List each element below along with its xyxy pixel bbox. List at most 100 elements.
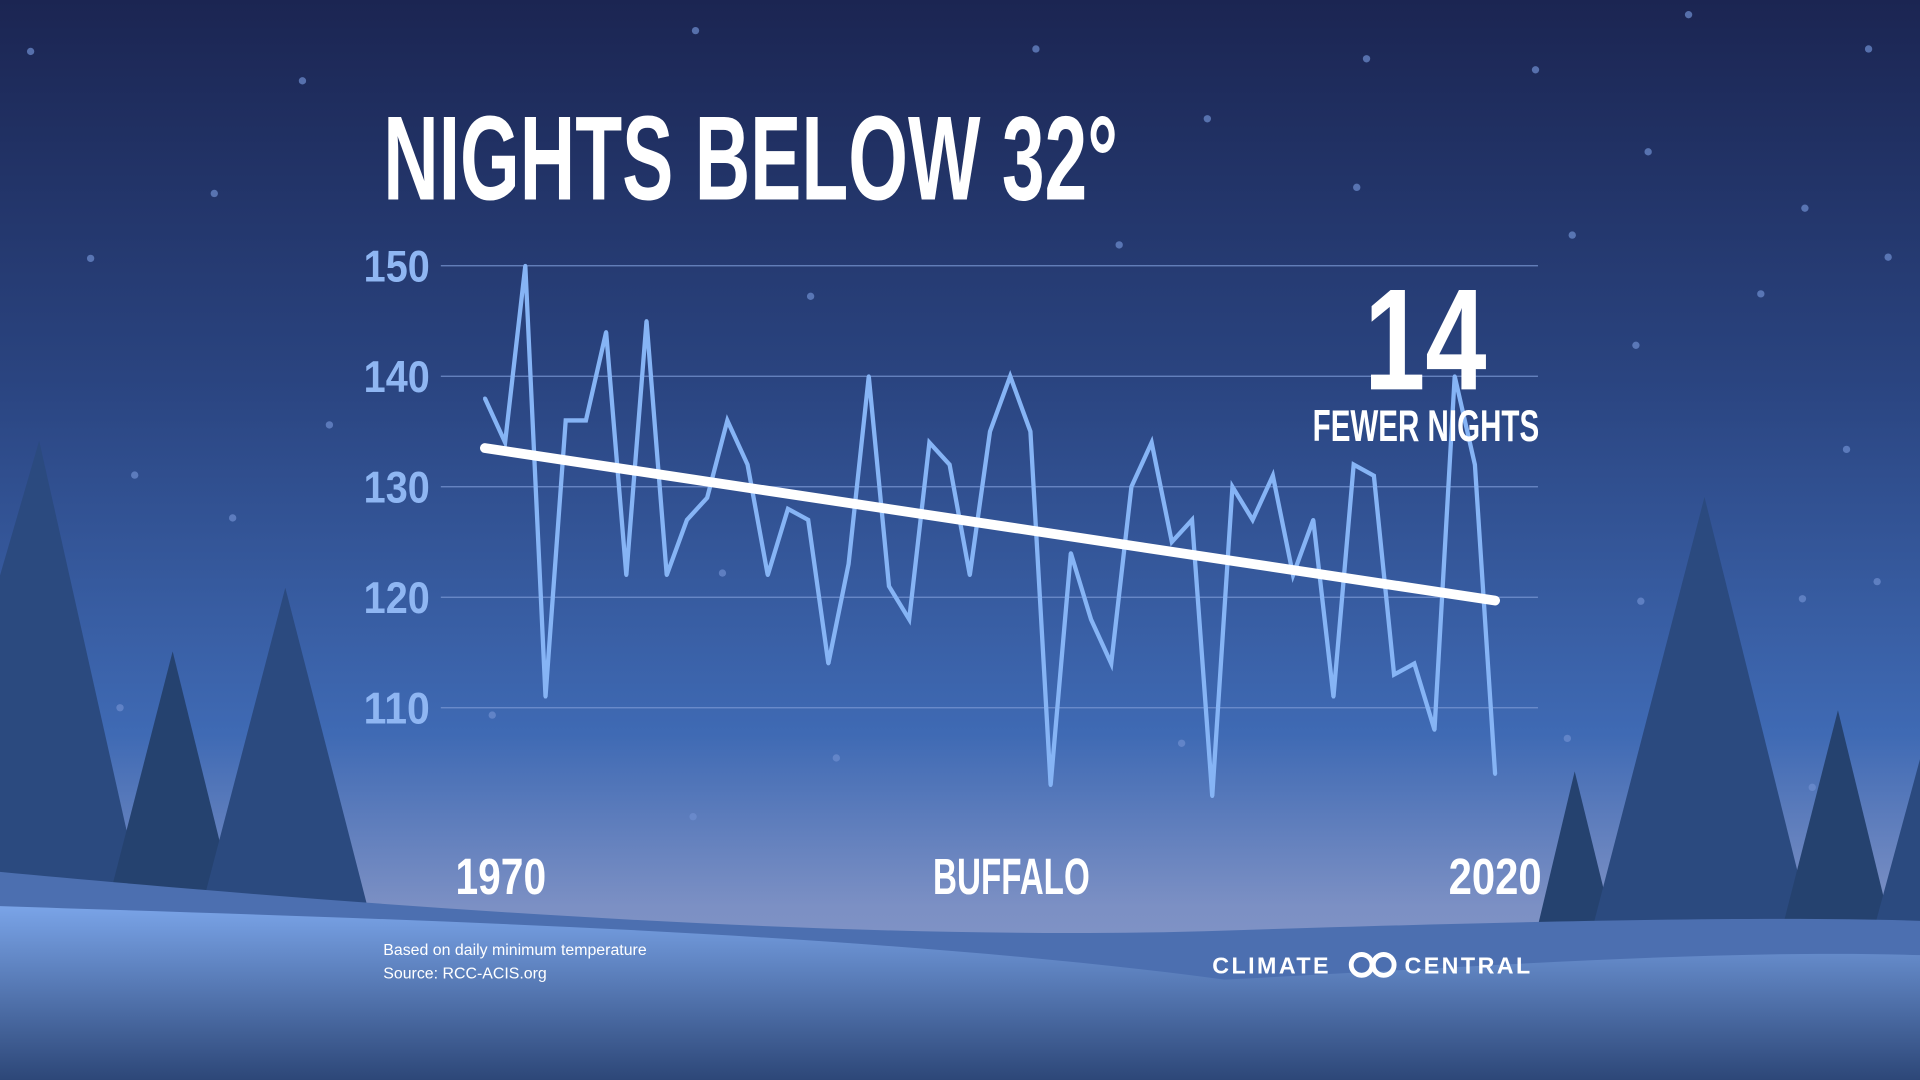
data-point-1974 [563,418,568,423]
footnote-source: Source: RCC-ACIS.org [383,965,547,982]
star [1842,445,1851,454]
star [228,514,237,522]
star [1864,45,1873,53]
data-point-1985 [786,507,790,511]
x-start-label: 1970 [456,847,547,905]
star [1177,739,1186,747]
star [691,26,700,35]
star [689,813,697,821]
data-points [483,263,1497,798]
star [1115,241,1123,249]
data-point-1982 [725,418,730,423]
data-point-1999 [1068,551,1073,555]
data-point-2009 [1271,473,1275,478]
trend-line [480,443,1500,606]
data-point-2016 [1412,661,1417,666]
star [718,569,727,577]
data-point-2019 [1473,462,1477,467]
star [832,754,840,762]
data-point-2011 [1311,518,1316,522]
data-point-1976 [604,330,608,334]
data-point-1989 [866,374,871,379]
y-tick-label: 150 [364,243,430,292]
data-point-2000 [1089,617,1093,622]
star [1203,115,1212,123]
data-point-1981 [705,495,709,500]
star [1032,45,1040,53]
data-point-2007 [1230,484,1235,489]
data-point-2001 [1109,661,1114,666]
ground [0,906,1920,1080]
star [1644,148,1652,156]
logo-text-right: CENTRAL [1404,952,1532,978]
star [1798,595,1807,603]
data-point-1973 [543,694,548,699]
data-point-1979 [664,573,669,577]
data-point-1971 [503,440,507,445]
star [488,711,496,719]
data-point-2018 [1452,374,1457,379]
data-point-1987 [826,661,831,666]
star [1531,66,1540,74]
x-end-label: 2020 [1449,847,1542,905]
y-tick-label: 120 [364,574,430,623]
stars [26,11,1892,821]
data-point-1990 [887,584,891,589]
star [1801,204,1809,212]
data-point-2004 [1170,540,1174,544]
data-point-2014 [1372,473,1376,478]
star [1362,55,1371,63]
data-point-1983 [745,462,750,467]
data-point-1991 [907,617,912,622]
y-tick-label: 110 [364,685,430,734]
data-point-2020 [1493,772,1497,776]
data-point-2003 [1149,440,1154,445]
star [26,47,35,56]
y-tick-label: 130 [364,464,430,513]
star [1873,577,1881,586]
star [1563,734,1572,743]
footnote-method: Based on daily minimum temperature [383,942,647,959]
logo-text-left: CLIMATE [1212,952,1331,978]
data-point-2013 [1351,462,1356,467]
star [1808,783,1816,792]
data-point-2008 [1250,518,1255,522]
data-point-2012 [1331,694,1336,699]
y-axis-ticks: 110 120 130 140 150 [364,243,430,734]
star [1884,253,1892,261]
data-point-2017 [1432,728,1437,732]
data-point-1997 [1028,429,1033,434]
data-point-1996 [1008,374,1013,379]
data-point-1978 [644,319,649,323]
data-point-1992 [927,440,932,445]
star [131,471,139,479]
data-point-1998 [1048,783,1053,787]
data-point-2006 [1210,794,1215,798]
data-point-1980 [685,518,689,522]
star [298,77,307,85]
y-tick-label: 140 [364,353,430,402]
data-point-2005 [1190,518,1194,522]
data-point-1986 [806,518,810,522]
star [86,254,95,263]
location-label: BUFFALO [933,847,1090,905]
star [1568,231,1576,239]
star [1632,341,1640,349]
climate-central-logo: CLIMATE CENTRAL [1212,952,1532,978]
star [325,421,334,429]
logo-icon-ring [1370,952,1397,978]
data-point-1975 [584,418,588,423]
data-point-1977 [624,573,629,577]
data-point-1984 [765,573,770,577]
data-point-1995 [988,429,992,434]
data-point-1994 [967,573,972,577]
callout-text: FEWER NIGHTS [1313,402,1540,451]
grid [440,265,1538,709]
callout-number: 14 [1364,258,1486,420]
data-point-1988 [846,562,851,566]
data-point-1993 [947,462,952,467]
data-point-2015 [1392,672,1396,677]
star [1757,290,1765,298]
page-title: NIGHTS BELOW 32° [383,92,1118,226]
